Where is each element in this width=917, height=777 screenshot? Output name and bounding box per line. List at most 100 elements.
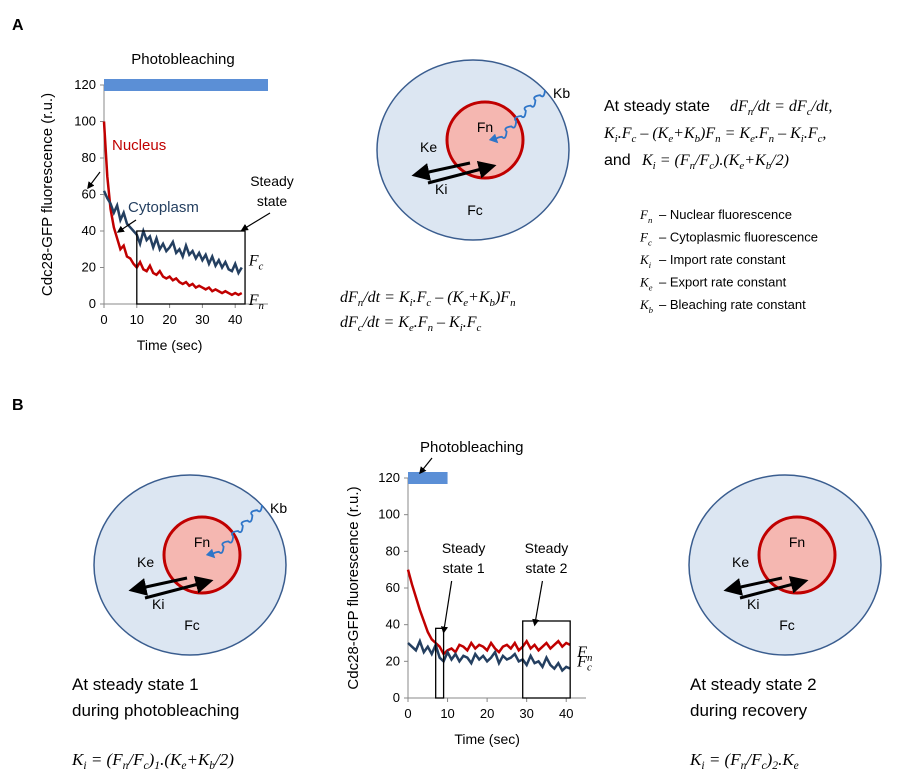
bleach-label: Kb [553,85,570,101]
text-part: .F [804,125,818,142]
case-text: during photobleaching [72,701,239,720]
y-tick-label: 100 [74,114,96,129]
bar-title: Photobleaching [420,439,523,456]
text-part: = K [721,125,752,142]
subscript: e [649,283,653,293]
y-tick-label: 60 [82,187,96,202]
legend-text: – Nuclear fluorescence [659,207,792,222]
y-tick-label: 40 [386,617,400,632]
text-part: )F [699,125,715,142]
cytoplasm-label: Fc [184,617,200,633]
text-part: – K [433,314,461,331]
text-part: F [248,292,259,309]
series-line [408,570,570,654]
legend-symbol: Kb [639,297,654,315]
arrow [535,581,543,625]
arrow [242,213,270,230]
x-axis-label: Time (sec) [137,337,203,353]
text-part: F [248,253,259,270]
photobleaching-bar [104,79,268,91]
text-part: – (K [431,289,464,306]
text-part: dF [730,98,748,115]
text-part: .F [755,125,769,142]
subscript: b [649,305,654,315]
equation: Ki.Fc – (Ke+Kb)Fn = Ke.Fn – Ki.Fc, [603,125,826,145]
text-part: /dt = dF [752,98,807,115]
x-tick-label: 20 [480,706,494,721]
y-tick-label: 100 [378,507,400,522]
y-tick-label: 60 [386,580,400,595]
text-part: /2) [214,750,234,769]
text-part: dF [340,314,358,331]
legend-symbol: Fn [639,207,653,225]
y-tick-label: 120 [74,77,96,92]
text-part: , [822,125,826,142]
nucleus-label: Fn [789,534,805,550]
case-text: At steady state 1 [72,675,199,694]
and-text: and [604,152,631,169]
text-part: ).(K [713,152,741,169]
export-label: Ke [137,554,154,570]
bleach-label: Kb [270,500,287,516]
x-tick-label: 40 [228,312,242,327]
nucleus-label: Fn [477,119,493,135]
x-tick-label: 30 [519,706,533,721]
arrow [444,581,452,632]
box-label: Steady [525,540,569,556]
subscript: i [649,260,652,270]
text-part: – K [774,125,802,142]
text-part: = (F [87,750,124,769]
figure: A B 020406080100120010203040Time (sec)Cd… [0,0,917,777]
y-tick-label: 120 [378,470,400,485]
nucleus-label: Fn [194,534,210,550]
subscript: c [648,238,652,248]
cytoplasm-label: Fc [467,202,483,218]
text-part: = (F [705,750,742,769]
text-part: – (K [636,125,669,142]
legend-symbol: Ke [639,275,653,293]
import-label: Ki [435,181,447,197]
text-part: )F [494,289,510,306]
subscript: n [259,300,264,312]
equation: dFn/dt = dFc/dt, [730,98,832,118]
y-axis-label: Cdc28-GFP fluorescence (r.u.) [39,93,56,296]
box-label: state [257,193,288,209]
y-tick-label: 0 [89,296,96,311]
text-part: +K [673,125,696,142]
subscript: c [477,322,482,334]
panel-label: B [12,397,24,414]
steady-state-box [436,628,444,698]
equation: Ki = (Fn/Fc)1.(Ke+Kb/2) [71,750,234,772]
steady-intro: At steady state [604,98,710,115]
x-tick-label: 0 [100,312,107,327]
text-part: +K [744,152,767,169]
arrow [420,458,432,473]
text-part: /dt = K [362,314,411,331]
text-part: /F [694,152,709,169]
legend-text: – Bleaching rate constant [659,297,806,312]
text-part: +K [186,750,210,769]
x-tick-label: 40 [559,706,573,721]
text-part: /2) [770,152,789,169]
x-tick-label: 10 [130,312,144,327]
equation: dFc/dt = Ke.Fn – Ki.Fc [340,314,482,334]
export-label: Ke [420,139,437,155]
y-tick-label: 20 [82,260,96,275]
x-axis-label: Time (sec) [454,731,520,747]
series-label: Nucleus [112,137,166,154]
y-tick-label: 80 [82,150,96,165]
legend-symbol: Fc [639,230,652,248]
series-end-label: Fc [248,253,264,273]
cytoplasm-label: Fc [779,617,795,633]
subscript: e [794,759,799,772]
equation: dFn/dt = Ki.Fc – (Ke+Kb)Fn [340,289,516,309]
text-part: /dt, [811,98,833,115]
box-label: Steady [442,540,486,556]
y-tick-label: 80 [386,543,400,558]
text-part: .F [413,289,427,306]
text-part: .F [414,314,428,331]
bar-title: Photobleaching [131,51,234,68]
text-part: /dt = K [362,289,411,306]
legend-text: – Export rate constant [659,275,787,290]
series-label: Cytoplasm [128,199,199,216]
